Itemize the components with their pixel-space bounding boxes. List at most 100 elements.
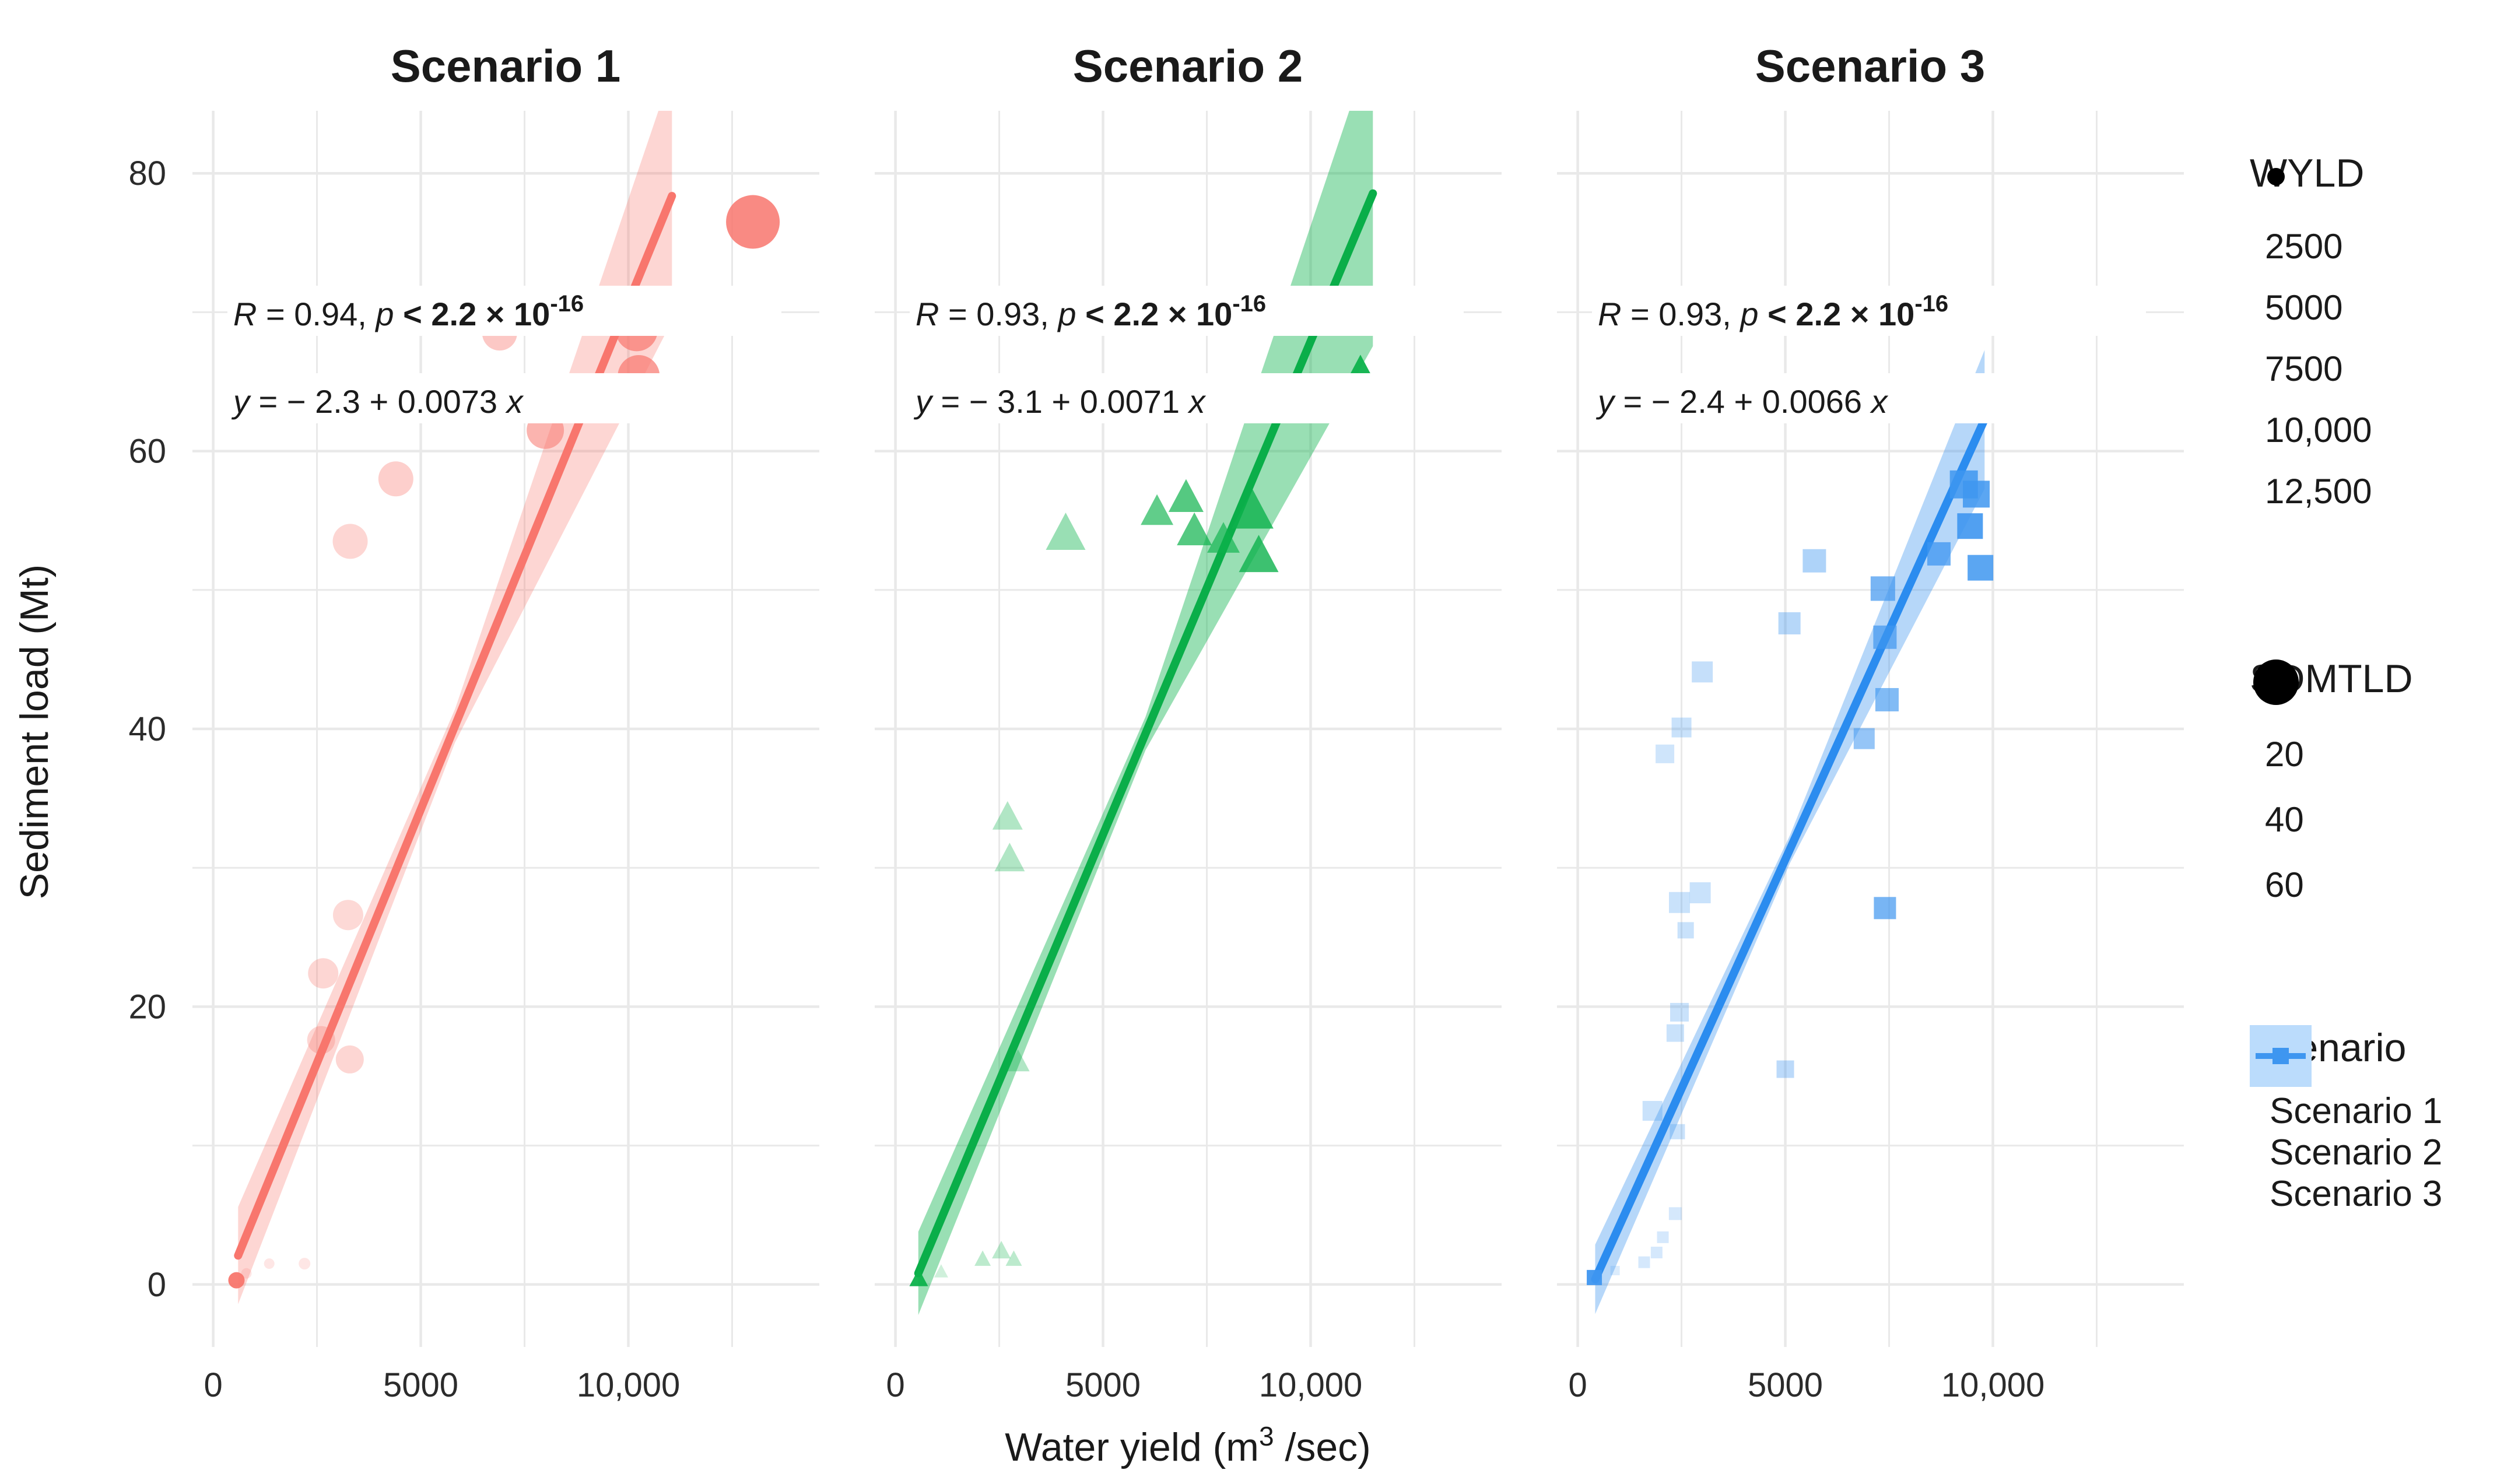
data-point — [909, 1268, 928, 1286]
data-point — [1802, 549, 1826, 573]
data-point — [1670, 1002, 1689, 1022]
annotation-backing — [910, 373, 1411, 423]
data-point — [1875, 687, 1899, 711]
data-point — [1677, 922, 1694, 939]
legend-item-label: 12,500 — [2265, 472, 2372, 511]
panel-3-title: Scenario 3 — [1755, 40, 1986, 92]
data-point — [1874, 897, 1896, 920]
data-point — [1006, 1049, 1030, 1072]
legend-key-swatch — [2250, 1025, 2312, 1087]
data-point — [974, 1250, 991, 1266]
data-point — [1168, 479, 1204, 512]
legend-scenario: Scenario Scenario 1 Scenario 2 Scenario 3 — [2250, 1025, 2442, 1215]
annotation-backing — [227, 286, 781, 336]
y-axis-label: Sediment load (Mt) — [12, 564, 57, 899]
data-point — [992, 1241, 1011, 1259]
data-point — [332, 524, 368, 559]
data-point — [1853, 728, 1875, 749]
legend-item-scenario-3: Scenario 3 — [2250, 1025, 2443, 1215]
legend-item: 12,500 — [2250, 168, 2372, 522]
data-point — [1668, 1207, 1682, 1220]
confidence-band — [1595, 350, 1985, 1314]
x-axis-label: Water yield (m3 /sec) — [1005, 1421, 1371, 1469]
x-tick-label: 10,000 — [1259, 1366, 1362, 1404]
data-point — [1141, 494, 1174, 525]
x-tick-label: 5000 — [1748, 1366, 1823, 1404]
panel-2-correlation: R = 0.93, p < 2.2 × 10-16 — [916, 291, 1266, 332]
data-point — [994, 843, 1025, 872]
data-point — [1177, 512, 1212, 546]
data-point — [264, 1258, 275, 1269]
data-point — [1231, 489, 1274, 529]
data-point — [332, 900, 363, 931]
legend-item: 5000 — [2250, 170, 2372, 338]
legend-item-label: 2500 — [2265, 227, 2343, 266]
data-point — [1873, 625, 1897, 649]
data-point — [1957, 513, 1983, 539]
data-point — [1671, 717, 1692, 738]
data-point — [1587, 1269, 1602, 1285]
legend-item-scenario-2: Scenario 2 — [2250, 1025, 2442, 1173]
legend-item: 20 — [2250, 669, 2413, 787]
data-point — [1650, 1247, 1663, 1259]
x-tick-label: 5000 — [1065, 1366, 1141, 1404]
legend-item: 2500 — [2250, 170, 2372, 277]
panel-3-correlation: R = 0.93, p < 2.2 × 10-16 — [1598, 291, 1948, 332]
annotation-backing — [227, 373, 729, 423]
data-point — [1207, 522, 1240, 553]
panel-3-equation: y = − 2.4 + 0.0066 x — [1595, 383, 1889, 420]
confidence-band — [918, 111, 1373, 1315]
y-tick-label: 0 — [148, 1266, 166, 1304]
data-point — [1692, 661, 1713, 683]
data-point — [299, 1258, 311, 1270]
legend-item-label: Scenario 3 — [2270, 1174, 2443, 1214]
data-point — [726, 195, 780, 249]
x-tick-label: 0 — [204, 1366, 222, 1404]
panel-2-equation: y = − 3.1 + 0.0071 x — [913, 383, 1207, 420]
data-point — [1963, 480, 1990, 508]
legend-item-label: 20 — [2265, 734, 2304, 774]
panel-1-title: Scenario 1 — [391, 40, 621, 92]
data-point — [1689, 882, 1711, 904]
panel-1-equation: y = − 2.3 + 0.0073 x — [231, 383, 524, 420]
legend-item-label: 5000 — [2265, 288, 2343, 327]
regression-line — [234, 192, 676, 1260]
data-points — [1587, 470, 1994, 1285]
legend-item: 60 — [2250, 659, 2413, 917]
y-tick-label: 20 — [128, 988, 166, 1026]
data-point — [1239, 535, 1279, 573]
legend-item-label: 7500 — [2265, 349, 2343, 388]
data-point — [1657, 1231, 1669, 1243]
data-point — [1778, 612, 1801, 634]
legend-item-label: 10,000 — [2265, 411, 2372, 450]
panel-layers: 0 5000 10,000 — [1557, 111, 2184, 1404]
data-point — [1642, 1101, 1663, 1121]
legend-item-label: 40 — [2265, 799, 2304, 839]
panel-1-correlation: R = 0.94, p < 2.2 × 10-16 — [233, 291, 584, 332]
legend-sdmtld: SDMTLD 20 40 60 — [2250, 656, 2413, 917]
legend-key-dot — [2267, 168, 2285, 185]
square-marker-icon — [2272, 1048, 2289, 1064]
annotation-backing — [1592, 286, 2146, 336]
panel-layers: 0 5000 10,000 — [875, 111, 1502, 1404]
data-point — [992, 801, 1023, 830]
panel-2-title: Scenario 2 — [1073, 40, 1303, 92]
annotation-backing — [910, 286, 1464, 336]
x-tick-label: 10,000 — [1941, 1366, 2044, 1404]
data-point — [1638, 1256, 1650, 1268]
legend-item-label: Scenario 1 — [2270, 1091, 2443, 1131]
x-tick-label: 0 — [1568, 1366, 1587, 1404]
data-point — [1968, 555, 1994, 581]
data-point — [308, 958, 339, 989]
data-point — [241, 1268, 252, 1279]
dot-icon — [2253, 659, 2299, 705]
data-point — [1046, 513, 1086, 550]
legend-item-scenario-1: Scenario 1 — [2250, 1025, 2443, 1132]
x-tick-label: 0 — [886, 1366, 904, 1404]
legend-item-label: 60 — [2265, 865, 2304, 904]
data-point — [1669, 892, 1691, 913]
regression-line — [1591, 415, 1989, 1283]
x-tick-label: 5000 — [383, 1366, 458, 1404]
dot-icon — [2267, 168, 2285, 185]
regression-line — [914, 189, 1377, 1278]
